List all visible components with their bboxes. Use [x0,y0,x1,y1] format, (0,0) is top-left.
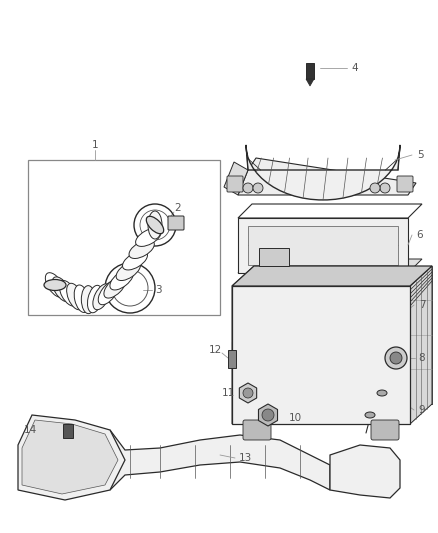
Circle shape [262,409,274,421]
FancyBboxPatch shape [397,176,413,192]
Ellipse shape [146,216,164,233]
Text: 2: 2 [175,203,181,213]
Ellipse shape [136,228,161,246]
Text: 3: 3 [155,285,161,295]
Circle shape [243,183,253,193]
Bar [228,350,236,368]
Ellipse shape [123,251,148,270]
Polygon shape [248,226,398,265]
Text: 8: 8 [419,353,425,363]
FancyBboxPatch shape [168,216,184,230]
Text: 4: 4 [352,63,358,73]
Ellipse shape [116,261,141,280]
Text: 13: 13 [238,453,251,463]
Text: 11: 11 [221,388,235,398]
Ellipse shape [52,277,71,302]
Ellipse shape [104,276,126,298]
FancyBboxPatch shape [243,420,271,440]
Polygon shape [246,145,400,200]
Ellipse shape [385,347,407,369]
Polygon shape [259,248,289,266]
Text: 6: 6 [417,230,423,240]
Ellipse shape [44,279,66,290]
FancyBboxPatch shape [227,176,243,192]
Ellipse shape [93,284,110,310]
Text: 9: 9 [419,405,425,415]
Circle shape [253,183,263,193]
Ellipse shape [377,390,387,396]
Bar [63,424,73,438]
Polygon shape [330,445,400,498]
Polygon shape [232,266,254,424]
Polygon shape [22,420,118,494]
Circle shape [370,183,380,193]
Polygon shape [238,259,422,273]
Text: 5: 5 [417,150,423,160]
Polygon shape [238,218,408,273]
Ellipse shape [98,281,118,305]
Polygon shape [238,158,416,195]
Text: 12: 12 [208,345,222,355]
Ellipse shape [74,285,89,312]
Ellipse shape [390,352,402,364]
Text: 7: 7 [419,300,425,310]
Text: 1: 1 [92,140,98,150]
Text: 14: 14 [23,425,37,435]
Polygon shape [224,162,248,195]
Ellipse shape [110,269,134,290]
Polygon shape [18,415,125,500]
Ellipse shape [129,240,154,259]
Polygon shape [410,266,432,424]
Polygon shape [110,430,330,490]
Ellipse shape [46,273,65,297]
Polygon shape [254,266,432,404]
Ellipse shape [59,280,78,306]
Circle shape [243,388,253,398]
Bar [28,160,220,315]
Ellipse shape [88,285,102,313]
Bar [306,63,314,79]
Ellipse shape [67,283,83,310]
FancyBboxPatch shape [371,420,399,440]
Text: 10: 10 [289,413,301,423]
Polygon shape [238,204,422,218]
Polygon shape [232,266,432,286]
Ellipse shape [81,286,95,313]
Ellipse shape [148,211,162,239]
Polygon shape [306,79,314,86]
Polygon shape [232,286,410,424]
Circle shape [380,183,390,193]
Ellipse shape [365,412,375,418]
